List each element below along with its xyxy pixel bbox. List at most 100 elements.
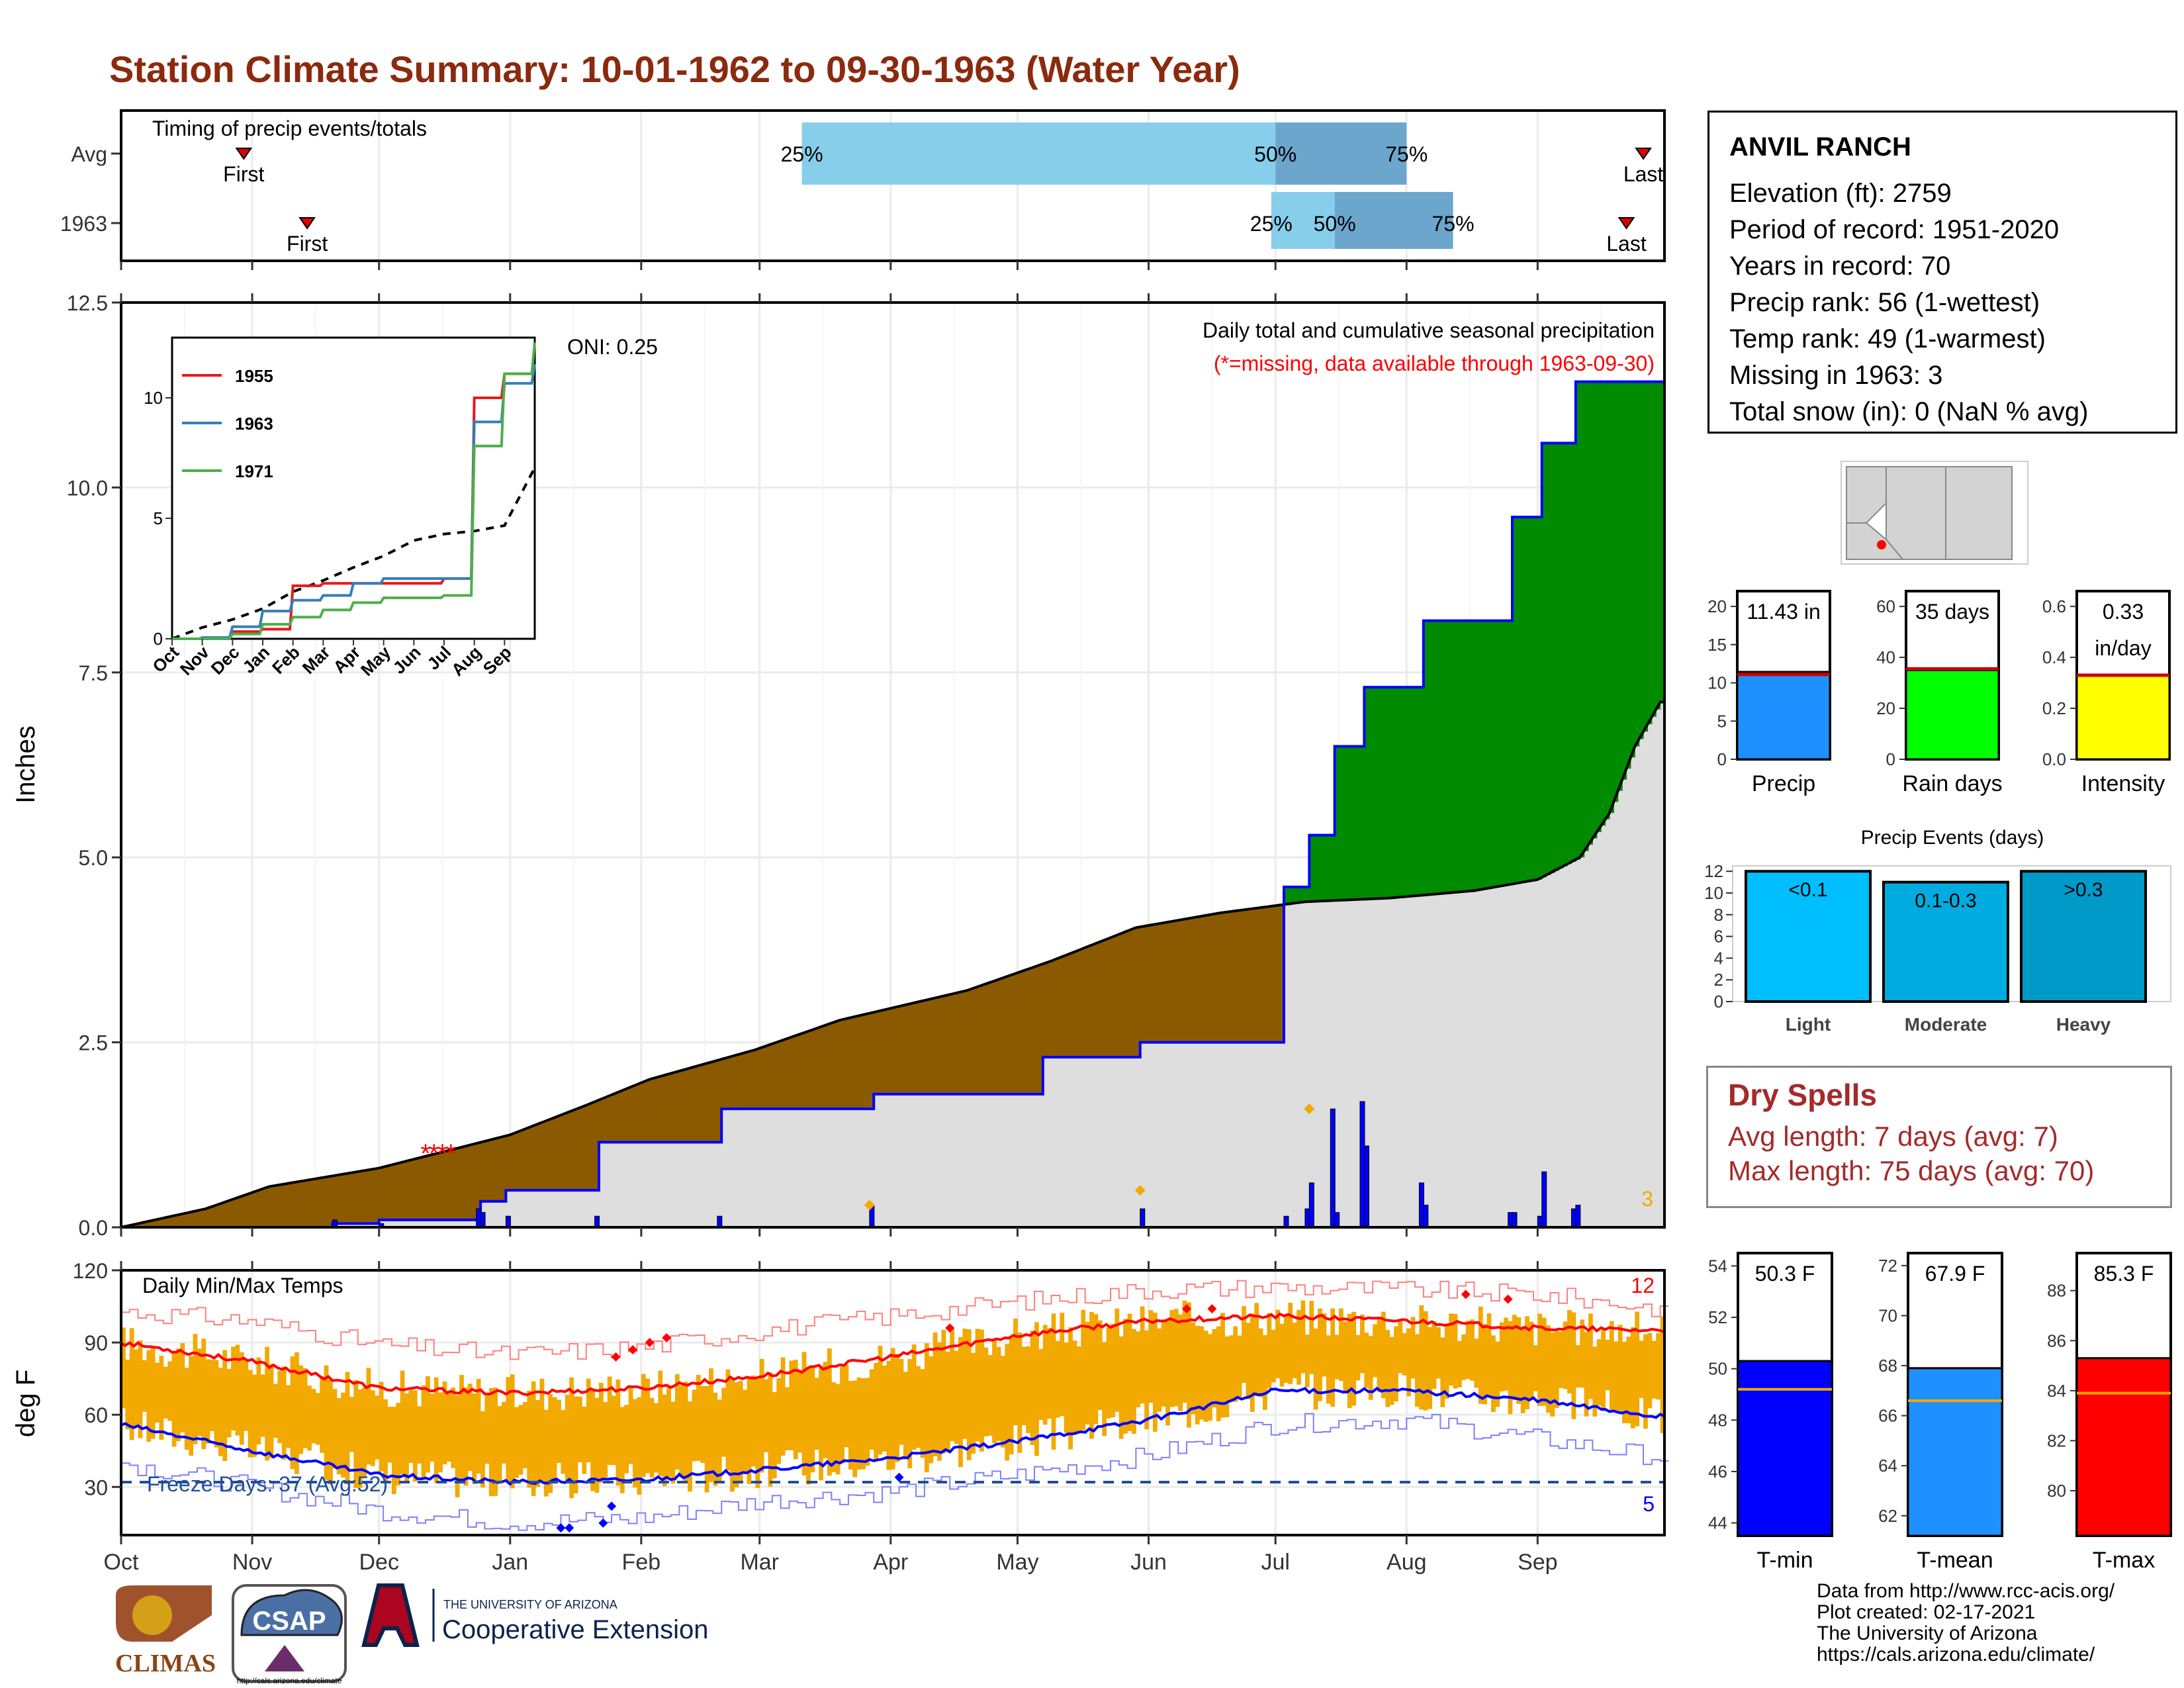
precip-departure-band: [1470, 620, 1475, 892]
precip-departure-band: [1563, 443, 1568, 867]
summary-y-tick-label: 20: [1707, 596, 1727, 616]
daily-temp-range-bar: [1465, 1321, 1471, 1380]
daily-temp-range-bar: [1571, 1312, 1576, 1419]
precip-departure-band: [1148, 925, 1154, 1043]
daily-temp-range-bar: [903, 1372, 908, 1459]
event-bar-range: 0.1-0.3: [1915, 890, 1976, 912]
daily-temp-range-bar: [1525, 1316, 1529, 1409]
daily-temp-range-bar: [1330, 1308, 1336, 1407]
daily-temp-range-bar: [1157, 1328, 1162, 1412]
summary-y-tick-label: 0.4: [2042, 647, 2066, 667]
map-region-mx: [1846, 522, 1905, 560]
daily-temp-range-bar: [493, 1387, 498, 1496]
precip-departure-band: [987, 983, 993, 1094]
precip-departure-band: [586, 1105, 591, 1191]
daily-temp-range-bar: [1064, 1342, 1069, 1433]
climas-logo-text: CLIMAS: [115, 1650, 216, 1677]
daily-temp-range-bar: [1449, 1313, 1453, 1386]
daily-temp-range-bar: [831, 1382, 837, 1472]
daily-temp-range-bar: [700, 1385, 705, 1463]
daily-temp-range-bar: [1279, 1323, 1285, 1387]
precip-departure-band: [1060, 957, 1065, 1057]
daily-temp-range-bar: [535, 1400, 540, 1487]
daily-temp-range-bar: [362, 1387, 367, 1477]
temp-bar-y-tick-label: 88: [2047, 1281, 2066, 1301]
daily-temp-range-bar: [759, 1358, 764, 1473]
daily-temp-range-bar: [924, 1343, 929, 1472]
precip-departure-band: [269, 1186, 274, 1227]
inset-y-tick-label: 5: [154, 508, 163, 528]
precip-departure-band: [366, 1170, 371, 1224]
daily-precip-bar: [480, 1212, 486, 1228]
precip-departure-band: [480, 1142, 486, 1201]
daily-temp-range-bar: [231, 1346, 236, 1430]
precip-departure-band: [1512, 517, 1517, 884]
credit-line: The University of Arizona: [1817, 1622, 2038, 1644]
daily-temp-range-bar: [785, 1387, 790, 1450]
precip-departure-band: [155, 1219, 160, 1227]
precip-heading: Daily total and cumulative seasonal prec…: [1203, 318, 1655, 342]
timing-pct-label: 50%: [1254, 142, 1297, 166]
daily-temp-range-bar: [1478, 1306, 1483, 1404]
precip-departure-band: [472, 1144, 477, 1220]
daily-temp-range-bar: [1300, 1300, 1306, 1374]
precip-departure-band: [1584, 381, 1589, 851]
precip-departure-band: [1630, 381, 1635, 758]
precip-departure-band: [1216, 914, 1221, 1043]
daily-temp-range-bar: [1563, 1321, 1568, 1389]
precip-departure-band: [1580, 381, 1585, 858]
daily-temp-range-bar: [674, 1374, 680, 1470]
csap-logo-cloud: [240, 1589, 343, 1636]
daily-temp-range-bar: [561, 1410, 566, 1474]
missing-data-marker: *: [437, 1139, 448, 1168]
missing-count: 3: [1641, 1187, 1653, 1211]
precip-departure-band: [404, 1161, 410, 1220]
daily-temp-range-bar: [683, 1382, 688, 1483]
precip-departure-band: [1355, 746, 1361, 900]
record-high-marker: [1503, 1294, 1513, 1304]
daily-temp-range-bar: [920, 1369, 925, 1458]
record-high-marker: [645, 1338, 655, 1348]
daily-temp-range-bar: [531, 1381, 536, 1497]
precip-departure-band: [696, 1066, 701, 1143]
daily-temp-range-bar: [1541, 1317, 1547, 1406]
inset-y-tick-label: 0: [154, 629, 163, 649]
daily-temp-range-bar: [607, 1376, 612, 1466]
daily-temp-range-bar: [1491, 1335, 1496, 1413]
daily-temp-range-bar: [412, 1390, 418, 1482]
daily-temp-range-bar: [721, 1387, 727, 1457]
daily-temp-range-bar: [1546, 1325, 1551, 1413]
daily-temp-range-bar: [307, 1385, 312, 1451]
daily-temp-range-bar: [907, 1359, 913, 1469]
precip-departure-band: [539, 1123, 545, 1191]
daily-temp-range-bar: [895, 1354, 899, 1462]
daily-temp-range-bar: [1123, 1319, 1128, 1434]
daily-temp-range-bar: [1005, 1344, 1010, 1461]
precip-departure-band: [688, 1068, 693, 1143]
daily-temp-range-bar: [1630, 1327, 1635, 1429]
precip-departure-band: [446, 1150, 451, 1220]
daily-temp-range-bar: [324, 1365, 329, 1480]
daily-temp-range-bar: [1651, 1340, 1657, 1399]
precip-departure-band: [400, 1162, 405, 1220]
daily-temp-range-bar: [417, 1406, 422, 1464]
temp-bar-y-tick-label: 70: [1878, 1305, 1897, 1325]
daily-temp-range-bar: [463, 1387, 469, 1486]
precip-panel-border: [120, 301, 1666, 1229]
daily-temp-range-bar: [1250, 1313, 1255, 1413]
precip-departure-band: [590, 1103, 596, 1191]
daily-temp-range-bar: [1283, 1315, 1289, 1383]
inset-y-tick-label: 10: [144, 388, 163, 408]
timing-row-label: 1963: [60, 212, 107, 236]
temp-bar-y-tick-label: 84: [2047, 1381, 2066, 1401]
logos: CLIMAS CSAP http://cals.arizona.edu/climat…: [115, 1583, 708, 1685]
daily-temp-range-bar: [869, 1369, 874, 1450]
temp-y-tick-label: 90: [84, 1331, 108, 1355]
daily-temp-range-bar: [1626, 1336, 1631, 1424]
precip-departure-band: [290, 1183, 295, 1227]
precip-departure-band: [1334, 746, 1340, 901]
precip-departure-band: [463, 1147, 469, 1220]
precip-departure-band: [658, 1076, 663, 1143]
daily-temp-range-bar: [1419, 1305, 1424, 1410]
precip-departure-band: [138, 1223, 143, 1227]
